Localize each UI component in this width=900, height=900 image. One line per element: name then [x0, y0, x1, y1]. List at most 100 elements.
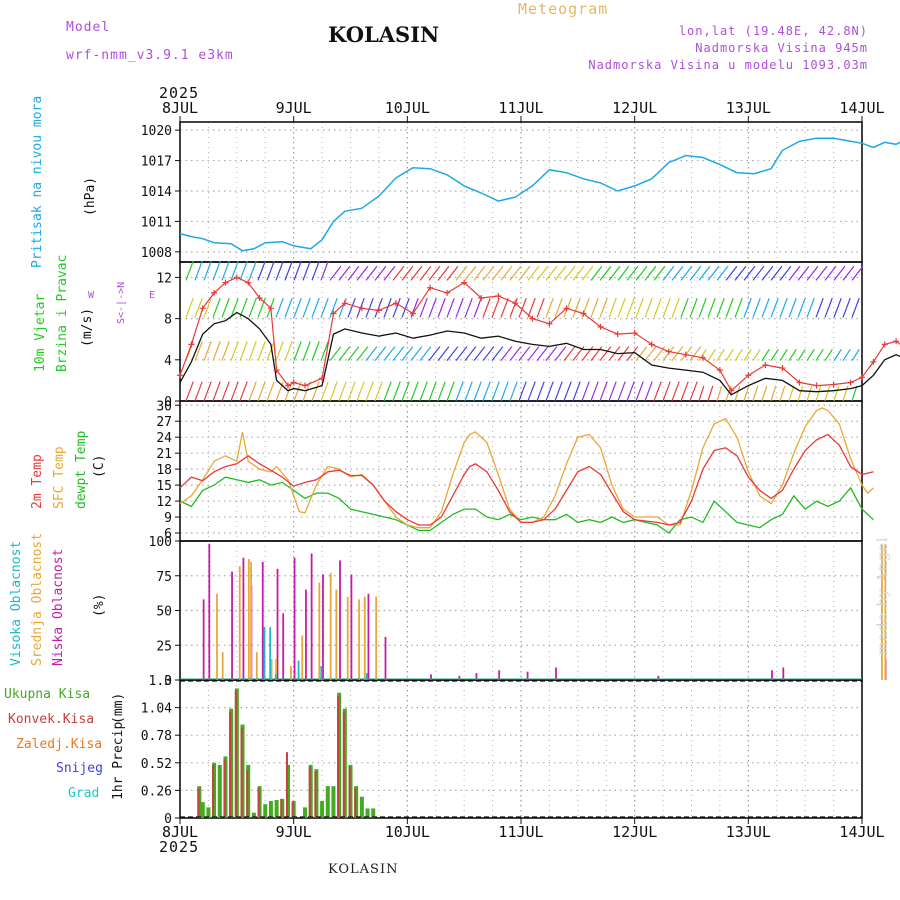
wind-barb: [518, 381, 527, 402]
wind-barb: [554, 381, 563, 402]
wind-barb: [680, 346, 693, 362]
wind-barb: [725, 265, 738, 281]
y-tick-label: 9: [164, 511, 172, 526]
station-coords: lon,lat (19.48E, 42.8N): [678, 24, 868, 38]
gust-marker: [341, 300, 348, 307]
gust-marker: [796, 379, 803, 386]
cloud-bar-0: [771, 670, 773, 680]
wind-barb: [383, 346, 396, 362]
wind-barb: [194, 381, 203, 402]
wind-barb: [545, 297, 554, 318]
wind-barb: [347, 265, 360, 281]
wind-barb: [770, 348, 779, 361]
x-tick-label-top: 11JUL: [498, 99, 543, 117]
x-tick-label-bottom: 11JUL: [498, 823, 543, 841]
precip-bar-conv: [223, 759, 226, 818]
wind-barb: [401, 297, 410, 318]
gust-marker: [461, 279, 468, 286]
cloud-bar-1: [238, 566, 241, 680]
wind-barb: [563, 346, 576, 362]
compass-e: E: [149, 290, 155, 301]
gust-marker: [427, 284, 434, 291]
wind-barb: [851, 385, 858, 402]
wind-barb: [716, 265, 729, 281]
wind-barb: [473, 381, 482, 402]
pressure-unit: (hPa): [83, 176, 98, 216]
wind-barb: [401, 381, 410, 402]
wind-barb: [842, 385, 849, 402]
cloud-bar-0: [261, 561, 264, 680]
precip-bar-total: [263, 804, 268, 818]
y-tick-label: 30: [156, 399, 172, 414]
cloud-bar-1: [255, 652, 258, 680]
wind-barb: [500, 346, 513, 362]
cloud-bar-0: [202, 599, 205, 680]
wind-barb: [203, 260, 212, 281]
wind-barb: [671, 297, 680, 318]
wind-barb: [437, 297, 446, 318]
wind-barb: [230, 381, 239, 402]
cloud-bar-0: [310, 553, 313, 680]
wind-barb: [437, 381, 446, 402]
wind-barb: [572, 297, 581, 318]
wind-barb: [761, 297, 770, 318]
wind-barb: [383, 381, 392, 402]
wind-barb: [365, 297, 374, 318]
precip-bar-conv: [348, 767, 351, 818]
wind-barb: [788, 348, 797, 361]
wind-barb: [203, 297, 212, 318]
cloud-bar-2: [320, 666, 323, 680]
wind-barb: [806, 385, 813, 402]
wind-barb: [716, 385, 723, 402]
compass-w: W: [88, 290, 95, 301]
wind-barb: [743, 385, 750, 402]
wind-barb: [248, 260, 257, 281]
wind-barb: [581, 381, 590, 402]
wind-barb: [482, 381, 491, 402]
wind-barb: [275, 381, 284, 402]
wind-barb: [293, 297, 302, 318]
gust-marker: [222, 279, 229, 286]
wind-barb: [653, 297, 662, 318]
wind-barb: [770, 265, 783, 281]
wind-barb: [365, 381, 374, 402]
precip-bar-conv: [229, 711, 232, 818]
cloud-bar-0: [475, 673, 478, 680]
panel-pressure: 1008 1011 1014 1017 1020: [141, 121, 863, 263]
wind-barb: [599, 346, 612, 362]
cloud-bar-0: [276, 568, 279, 680]
wind-barb: [761, 348, 770, 361]
wind-barb: [455, 346, 468, 362]
wind-barb: [446, 297, 455, 318]
wind-barb: [842, 265, 855, 281]
x-tick-label-bottom: 10JUL: [385, 823, 430, 841]
gust-marker: [847, 379, 854, 386]
y-tick-label: 1.3: [149, 674, 172, 689]
wind-barb: [599, 265, 612, 281]
wind-barb: [500, 297, 509, 318]
x-tick-label-top: 13JUL: [726, 99, 771, 117]
wind-barb: [797, 297, 806, 318]
wind-barb: [851, 297, 860, 318]
gust-marker: [245, 279, 252, 286]
cloud-bar-0: [231, 571, 233, 680]
gust-marker: [648, 341, 655, 348]
wind-barb: [482, 297, 491, 318]
x-tick-label-top: 12JUL: [612, 99, 657, 117]
wind-barb: [671, 265, 684, 281]
model-elevation: Nadmorska Visina u modelu 1093.03m: [588, 58, 868, 72]
wind-barb: [770, 385, 777, 402]
wind-barb: [554, 265, 567, 281]
wind-barb: [761, 265, 774, 281]
precip-bar-total: [325, 786, 330, 818]
wind-barb: [590, 297, 599, 318]
wind-barb: [581, 265, 594, 281]
wind-barb: [851, 265, 864, 281]
cloud-bar-0: [282, 613, 285, 680]
cloud-bar-1: [346, 596, 349, 680]
y-tick-label: 0: [164, 395, 172, 410]
wind-barb: [464, 346, 477, 362]
wind-barb: [419, 265, 432, 281]
gust-marker: [330, 310, 337, 317]
wind-barb: [716, 348, 725, 361]
